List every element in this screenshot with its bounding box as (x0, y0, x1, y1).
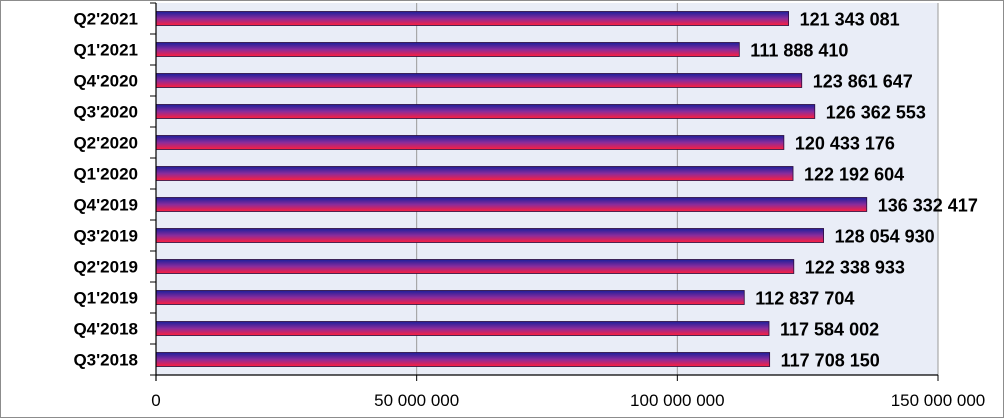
category-label: Q4'2018 (73, 320, 138, 339)
x-tick-label: 50 000 000 (374, 391, 459, 410)
x-tick-label: 100 000 000 (630, 391, 725, 410)
value-label: 120 433 176 (795, 134, 895, 154)
bar (155, 290, 745, 305)
category-label: Q2'2019 (73, 258, 138, 277)
plot-area (156, 3, 938, 375)
bar (155, 11, 790, 26)
value-label: 122 338 933 (805, 258, 905, 278)
value-label: 128 054 930 (835, 227, 935, 247)
category-labels: Q2'2021 Q1'2021 Q4'2020 Q3'2020 Q2'2020 Q1'20… (73, 10, 138, 370)
bar (155, 166, 794, 181)
bar (155, 73, 803, 88)
axes (150, 2, 939, 381)
bar (155, 104, 816, 119)
bar (155, 321, 770, 336)
bar (155, 42, 740, 57)
gridlines (416, 3, 939, 375)
value-label: 136 332 417 (878, 196, 978, 216)
bar (155, 135, 785, 150)
x-tick-label: 0 (151, 391, 160, 410)
value-label: 126 362 553 (826, 103, 926, 123)
category-label: Q2'2021 (73, 10, 138, 29)
category-label: Q4'2019 (73, 196, 138, 215)
x-tick-label: 150 000 000 (891, 391, 986, 410)
bar (155, 352, 771, 367)
x-tick-labels: 0 50 000 000 100 000 000 150 000 000 (151, 391, 985, 410)
category-label: Q1'2021 (73, 41, 138, 60)
value-label: 122 192 604 (804, 165, 904, 185)
value-label: 121 343 081 (800, 10, 900, 30)
value-label: 111 888 410 (750, 41, 848, 61)
category-label: Q3'2020 (73, 103, 138, 122)
category-label: Q1'2019 (73, 289, 138, 308)
category-label: Q3'2019 (73, 227, 138, 246)
value-label: 117 584 002 (780, 320, 879, 340)
category-label: Q2'2020 (73, 134, 138, 153)
value-labels: 121 343 081 111 888 410 123 861 647 126 362… (750, 10, 978, 371)
value-label: 117 708 150 (781, 351, 880, 371)
bar (155, 197, 868, 212)
bar (155, 259, 795, 274)
value-label: 123 861 647 (813, 72, 913, 92)
category-label: Q1'2020 (73, 165, 138, 184)
bar (155, 228, 824, 243)
category-label: Q4'2020 (73, 72, 138, 91)
value-label: 112 837 704 (755, 289, 854, 309)
category-label: Q3'2018 (73, 351, 138, 370)
